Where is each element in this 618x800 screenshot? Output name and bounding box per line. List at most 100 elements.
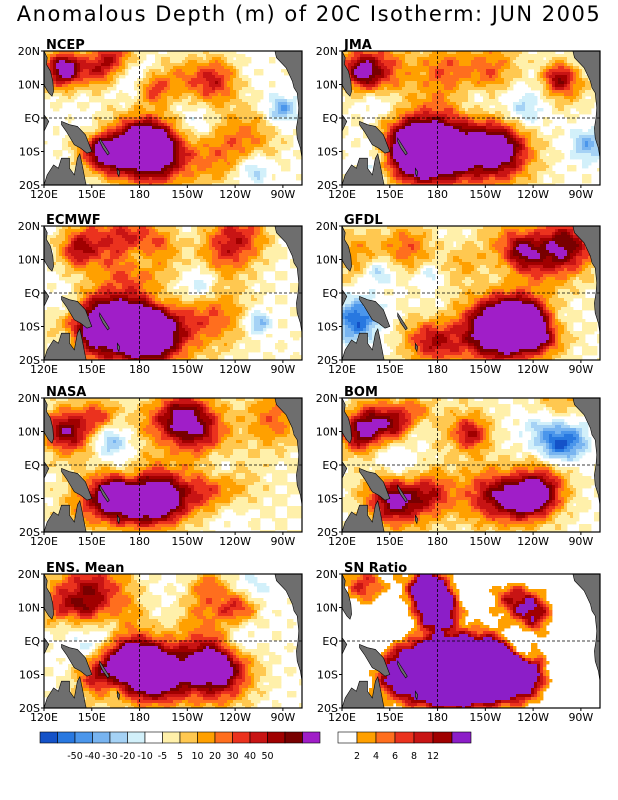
colorbar-label: 2: [354, 751, 360, 762]
colorbar-swatch: [232, 731, 251, 744]
lon-tick-label: 150E: [376, 188, 404, 201]
lon-tick-label: 120W: [219, 535, 251, 548]
lon-tick-label: 150W: [171, 188, 203, 201]
colorbar-swatch: [451, 731, 472, 744]
map-panel-bom: BOM 120E 150E 180 150W 120W 90W 20N 10N EQ 10S 20S: [316, 385, 601, 548]
lat-tick-label: EQ: [24, 112, 40, 125]
lon-tick-label: 180: [427, 711, 448, 724]
lon-tick-label: 180: [129, 188, 150, 201]
anomaly-field: [44, 574, 302, 708]
land-masses: [44, 226, 302, 360]
lon-tick-label: 120W: [517, 535, 549, 548]
lat-tick-label: 20N: [316, 45, 338, 58]
lat-tick-label: 10N: [18, 426, 40, 439]
lon-tick-label: 150E: [376, 363, 404, 376]
land-masses: [342, 51, 600, 185]
lon-tick-label: 120E: [328, 188, 356, 201]
colorbar-label: 6: [392, 751, 398, 762]
lat-tick-label: 20N: [18, 220, 40, 233]
lat-tick-label: 20N: [18, 392, 40, 405]
lon-tick-label: 150E: [78, 188, 106, 201]
lat-tick-label: 20S: [19, 702, 40, 715]
lat-tick-label: 10S: [19, 669, 40, 682]
lat-tick-label: 10N: [316, 79, 338, 92]
colorbar-swatch: [267, 731, 286, 744]
lon-tick-label: 180: [129, 711, 150, 724]
colorbar-label: 4: [373, 751, 379, 762]
lon-tick-label: 150W: [171, 711, 203, 724]
colorbar-label: -5: [158, 751, 167, 762]
lon-tick-label: 180: [427, 535, 448, 548]
lon-tick-label: 150E: [376, 535, 404, 548]
lat-tick-label: 20N: [316, 220, 338, 233]
lat-tick-label: EQ: [24, 459, 40, 472]
lon-tick-label: 150W: [171, 535, 203, 548]
lat-tick-label: EQ: [322, 287, 338, 300]
colorbar-swatch: [394, 731, 415, 744]
lat-tick-label: 10S: [317, 321, 338, 334]
lon-tick-label: 90W: [568, 363, 593, 376]
lat-tick-label: 20S: [317, 702, 338, 715]
colorbar-label: 30: [226, 751, 238, 762]
map-panel-ncep: NCEP 120E 150E 180 150W 120W 90W 20N 10N EQ 10S 20S: [18, 38, 303, 201]
lat-tick-label: 10N: [316, 602, 338, 615]
lon-tick-label: 150E: [78, 711, 106, 724]
lat-tick-label: 10N: [316, 254, 338, 267]
land-masses: [342, 226, 600, 360]
lon-tick-label: 180: [129, 363, 150, 376]
lat-tick-label: 10N: [18, 254, 40, 267]
colorbar-label: 20: [209, 751, 221, 762]
colorbar-swatch: [375, 731, 396, 744]
land-masses: [44, 51, 302, 185]
land-masses: [342, 398, 600, 532]
map-panel-ecmwf: ECMWF 120E 150E 180 150W 120W 90W 20N 10N EQ 10S 20…: [18, 213, 303, 376]
colorbar-label: 10: [191, 751, 203, 762]
snratio-colorbar: 2 4 6 8 12: [337, 731, 472, 762]
lat-tick-label: EQ: [24, 287, 40, 300]
map-panel-nasa: NASA 120E 150E 180 150W 120W 90W 20N 10N EQ 10S 20S: [18, 385, 303, 548]
panel-title: SN Ratio: [344, 561, 407, 576]
lat-tick-label: 20N: [316, 392, 338, 405]
lon-tick-label: 120E: [30, 363, 58, 376]
lat-tick-label: 20S: [19, 526, 40, 539]
lat-tick-label: 10S: [19, 493, 40, 506]
panel-title: GFDL: [344, 213, 383, 228]
lat-tick-label: 20S: [317, 179, 338, 192]
lat-tick-label: 20S: [19, 354, 40, 367]
lat-tick-label: 10S: [19, 321, 40, 334]
panel-title: BOM: [344, 385, 378, 400]
land-masses: [44, 398, 302, 532]
lat-tick-label: 10N: [18, 602, 40, 615]
lon-tick-label: 150W: [469, 711, 501, 724]
colorbar-label: -40: [85, 751, 101, 762]
colorbar-label: -20: [120, 751, 136, 762]
lon-tick-label: 90W: [568, 711, 593, 724]
lat-tick-label: 10S: [19, 146, 40, 159]
lon-tick-label: 90W: [568, 535, 593, 548]
colorbar-swatch: [144, 731, 163, 744]
lat-tick-label: 20S: [19, 179, 40, 192]
colorbar-swatch: [39, 731, 58, 744]
lon-tick-label: 150W: [469, 188, 501, 201]
lon-tick-label: 120E: [30, 188, 58, 201]
colorbar-swatch: [127, 731, 146, 744]
lat-tick-label: 10S: [317, 669, 338, 682]
lon-tick-label: 90W: [270, 535, 295, 548]
colorbar-swatch: [302, 731, 321, 744]
lat-tick-label: 10N: [18, 79, 40, 92]
lon-tick-label: 120E: [30, 535, 58, 548]
lat-tick-label: 20S: [317, 526, 338, 539]
colorbar-swatch: [57, 731, 76, 744]
lon-tick-label: 150W: [469, 535, 501, 548]
colorbar-swatch: [74, 731, 93, 744]
lon-tick-label: 120W: [219, 188, 251, 201]
colorbar-label: 50: [261, 751, 273, 762]
lat-tick-label: 20N: [18, 45, 40, 58]
lat-tick-label: EQ: [322, 459, 338, 472]
lon-tick-label: 150E: [78, 363, 106, 376]
colorbar-label: 8: [411, 751, 417, 762]
lon-tick-label: 150W: [171, 363, 203, 376]
lat-tick-label: 10N: [316, 426, 338, 439]
lon-tick-label: 120E: [328, 535, 356, 548]
